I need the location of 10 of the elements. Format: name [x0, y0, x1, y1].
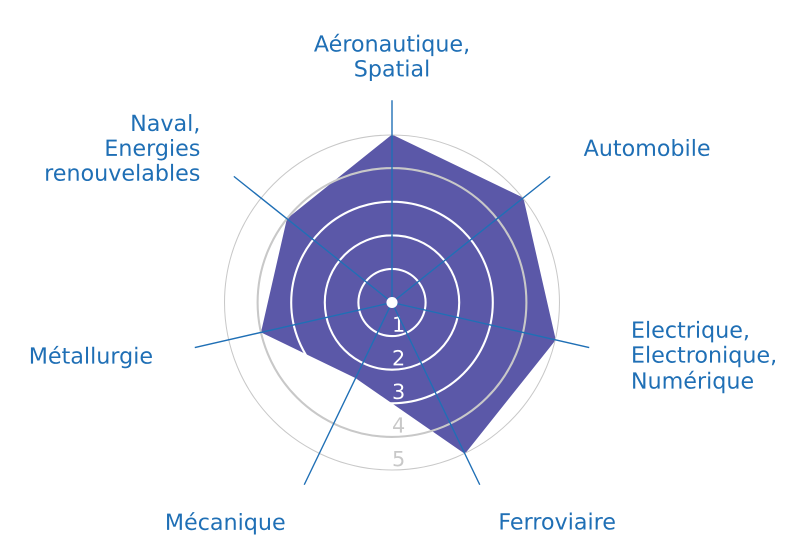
spoke-label: Automobile	[584, 138, 710, 156]
spoke-label: Ferroviaire	[500, 512, 615, 530]
spoke-label: Electrique, Electronique, Numérique	[633, 320, 775, 394]
y-tick-label: 2	[394, 350, 404, 366]
spoke-label: Aéronautique, Spatial	[314, 34, 468, 82]
y-tick-label: 1	[394, 316, 404, 332]
spoke-label: Naval, Energies renouvelables	[46, 114, 200, 182]
y-tick-label: 3	[394, 384, 404, 400]
spoke-label: Métallurgie	[30, 346, 152, 368]
spoke-label: Mécanique	[167, 512, 284, 535]
